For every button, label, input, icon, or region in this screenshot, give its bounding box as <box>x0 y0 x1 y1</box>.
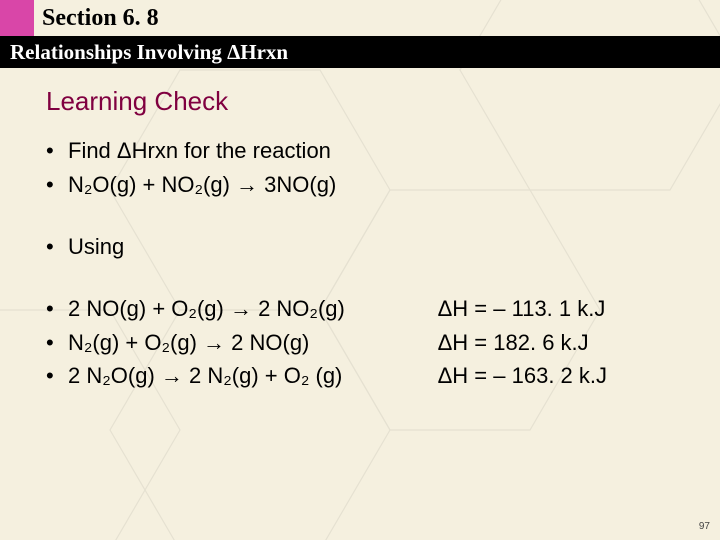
given-reactions: 2 NO(g) + O₂(g) → 2 NO₂(g) ΔH = – 113. 1… <box>46 293 684 393</box>
reaction-row: 2 N₂O(g) → 2 N₂(g) + O₂ (g) ΔH = – 163. … <box>46 360 684 392</box>
slide-heading: Learning Check <box>46 86 684 117</box>
section-header-bar: Section 6. 8 <box>0 0 720 36</box>
reaction-equation: N₂(g) + O₂(g) → 2 NO(g) <box>68 327 425 359</box>
reaction-row: 2 NO(g) + O₂(g) → 2 NO₂(g) ΔH = – 113. 1… <box>46 293 684 325</box>
using-block: Using <box>46 231 684 263</box>
reaction-equation: 2 NO(g) + O₂(g) → 2 NO₂(g) <box>68 293 425 325</box>
slide-content: Learning Check Find ΔHrxn for the reacti… <box>0 68 720 392</box>
problem-line: Find ΔHrxn for the reaction <box>46 135 684 167</box>
reaction-dh: ΔH = 182. 6 k.J <box>438 327 684 359</box>
reaction-row: N₂(g) + O₂(g) → 2 NO(g) ΔH = 182. 6 k.J <box>46 327 684 359</box>
reaction-dh: ΔH = – 113. 1 k.J <box>438 293 684 325</box>
problem-statement: Find ΔHrxn for the reaction N₂O(g) + NO₂… <box>46 135 684 201</box>
reaction-equation: 2 N₂O(g) → 2 N₂(g) + O₂ (g) <box>68 360 425 392</box>
reaction-dh: ΔH = – 163. 2 k.J <box>438 360 684 392</box>
page-number: 97 <box>699 521 710 532</box>
accent-block <box>0 0 34 36</box>
using-label: Using <box>46 231 684 263</box>
section-subtitle: Relationships Involving ΔHrxn <box>0 36 720 68</box>
section-title: Section 6. 8 <box>34 0 720 36</box>
problem-equation: N₂O(g) + NO₂(g) → 3NO(g) <box>46 169 684 201</box>
